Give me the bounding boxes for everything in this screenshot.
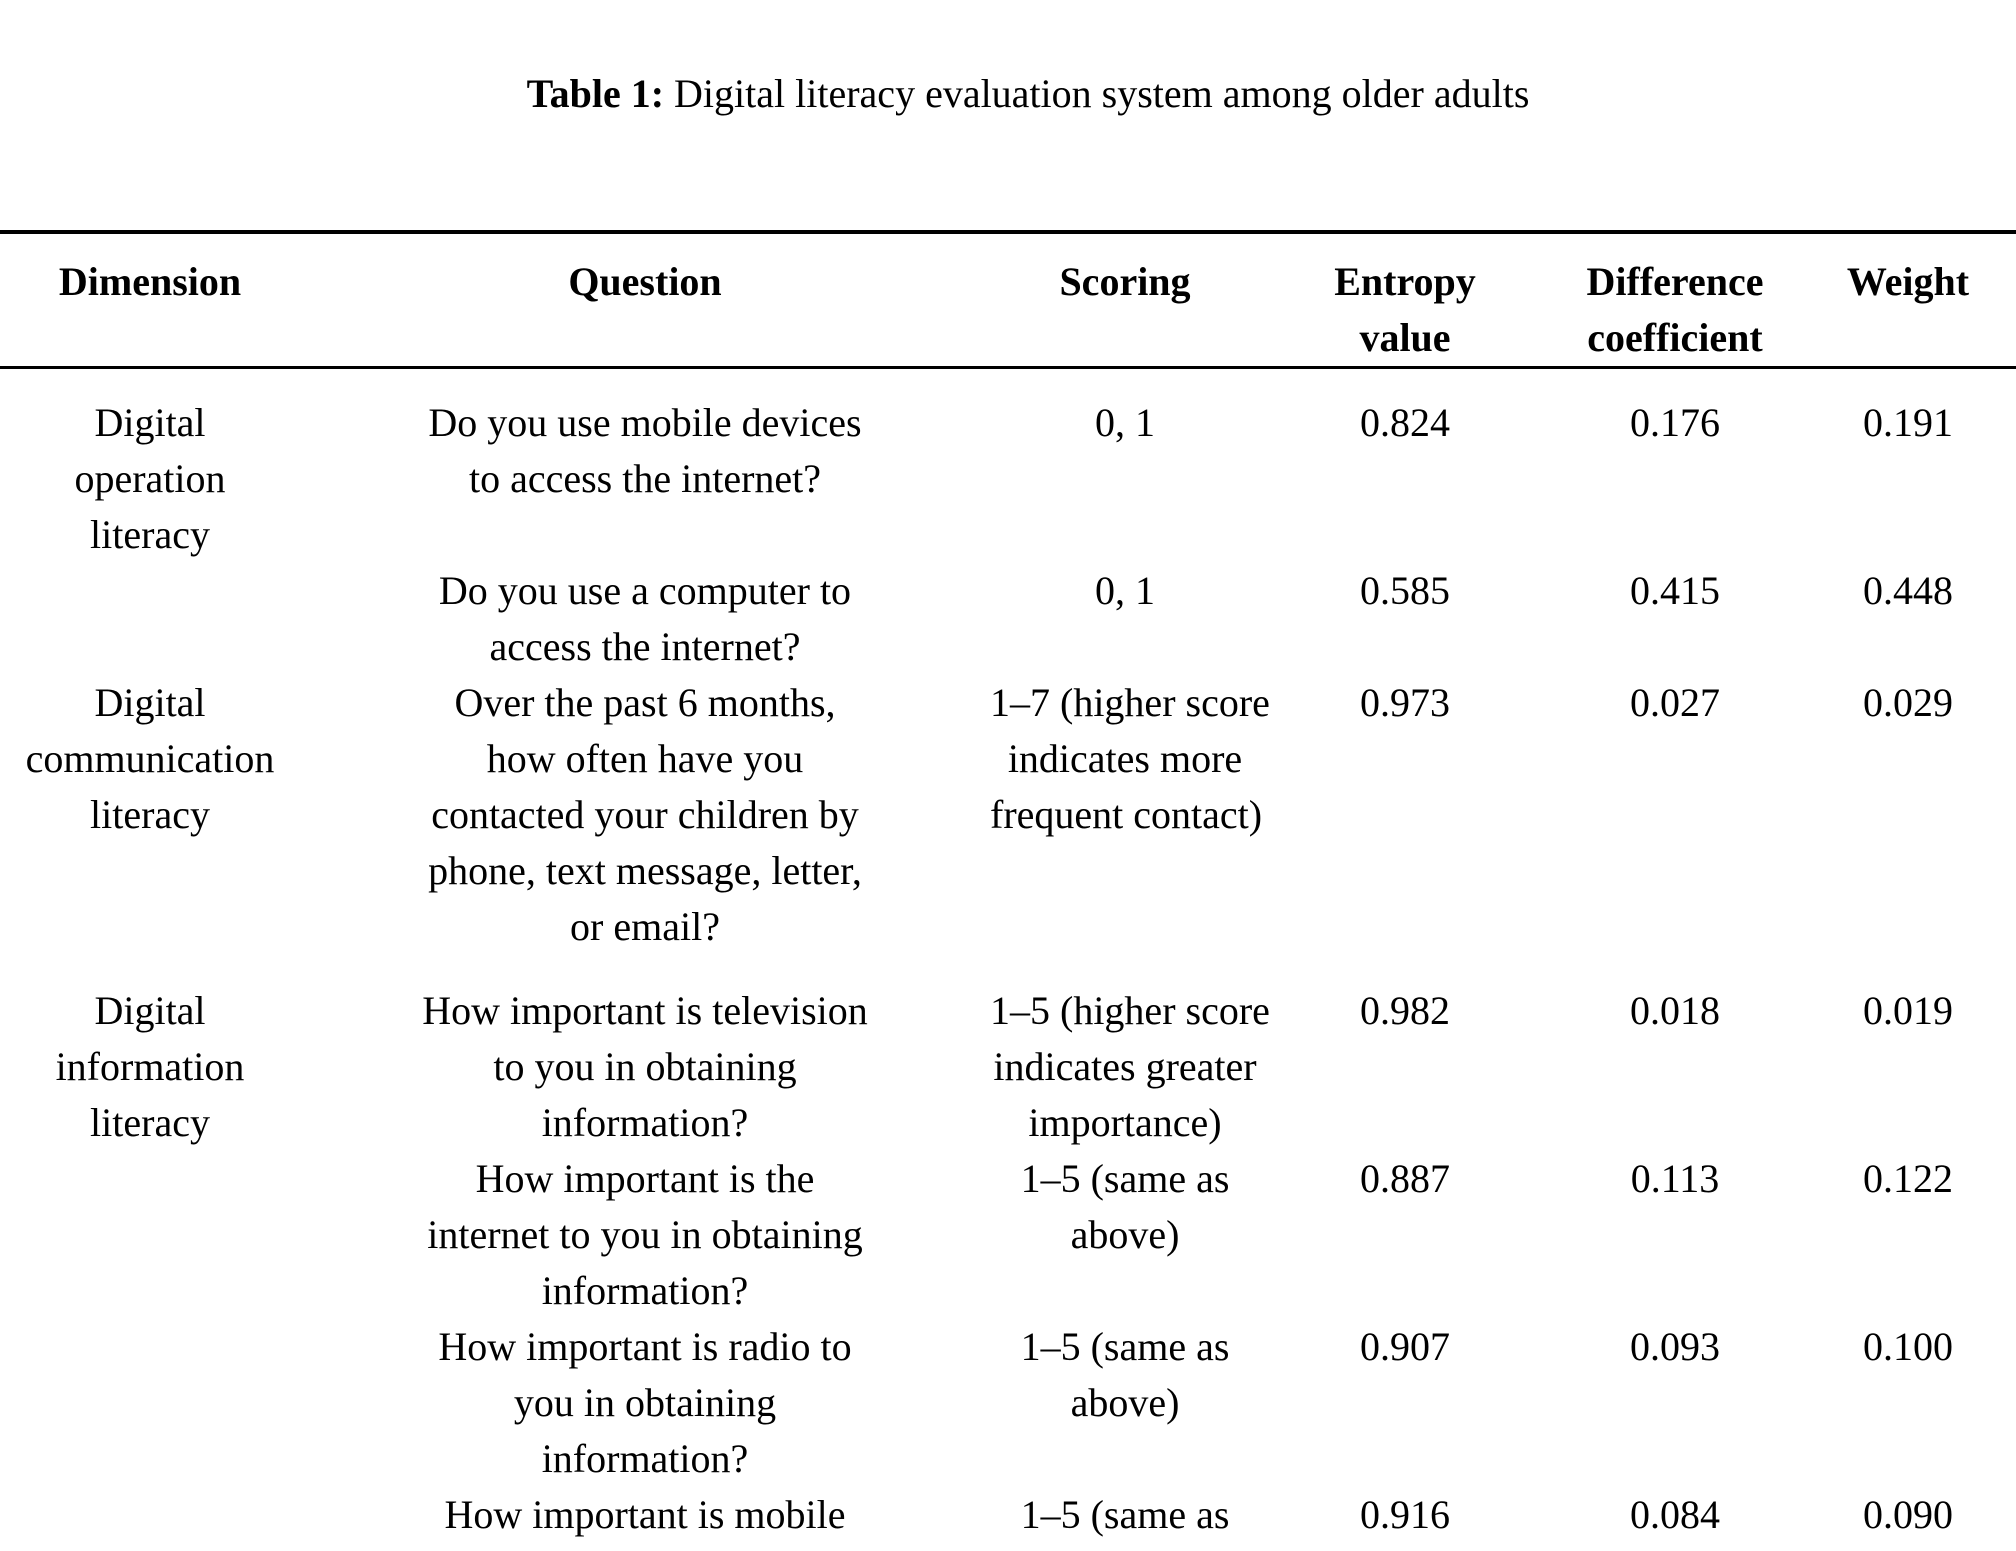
cell-dimension: Digital communication literacy (25, 680, 275, 837)
cell-question: How important is the internet to you in … (427, 1156, 863, 1313)
cell-question: Do you use mobile devices to access the … (428, 400, 862, 501)
cell-entropy-value: 0.824 (1360, 400, 1450, 445)
cell-weight: 0.019 (1863, 988, 1953, 1033)
header-row: Dimension Question Scoring Entropy value… (0, 232, 2016, 369)
cell-question: How important is television to you in ob… (422, 988, 868, 1145)
cell-weight: 0.191 (1863, 400, 1953, 445)
cell-difference-coefficient: 0.084 (1630, 1492, 1720, 1537)
cell-question: How important is mobile text messaging t… (444, 1492, 846, 1551)
cell-difference-coefficient: 0.027 (1630, 680, 1720, 725)
cell-weight: 0.448 (1863, 568, 1953, 613)
cell-dimension (0, 1487, 300, 1551)
cell-scoring: 1–5 (same as above) (1020, 1156, 1230, 1257)
cell-scoring: 0, 1 (1095, 568, 1155, 613)
table-caption-text: Digital literacy evaluation system among… (674, 71, 1530, 116)
table-row: How important is radio to you in obtaini… (0, 1319, 2016, 1487)
table-row: Digital operation literacy Do you use mo… (0, 368, 2016, 564)
cell-scoring: 0, 1 (1095, 400, 1155, 445)
digital-literacy-table: Dimension Question Scoring Entropy value… (0, 230, 2016, 1551)
column-header-weight: Weight (1800, 232, 2016, 369)
table-row: Digital communication literacy Over the … (0, 675, 2016, 983)
table-row: How important is the internet to you in … (0, 1151, 2016, 1319)
column-header-dimension: Dimension (0, 232, 300, 369)
column-header-question: Question (300, 232, 990, 369)
cell-weight: 0.100 (1863, 1324, 1953, 1369)
cell-entropy-value: 0.916 (1360, 1492, 1450, 1537)
cell-question: Over the past 6 months, how often have y… (428, 680, 862, 949)
column-header-difference-coefficient: Difference coefficient (1550, 232, 1800, 369)
cell-scoring: 1–7 (higher score indicates more frequen… (990, 680, 1270, 837)
table-row: How important is mobile text messaging t… (0, 1487, 2016, 1551)
cell-weight: 0.090 (1863, 1492, 1953, 1537)
table-row: Do you use a computer to access the inte… (0, 563, 2016, 675)
column-header-entropy-value: Entropy value (1260, 232, 1550, 369)
cell-entropy-value: 0.982 (1360, 988, 1450, 1033)
cell-difference-coefficient: 0.415 (1630, 568, 1720, 613)
cell-dimension: Digital operation literacy (74, 400, 226, 557)
cell-weight: 0.122 (1863, 1156, 1953, 1201)
table-row: Digital information literacy How importa… (0, 983, 2016, 1151)
cell-entropy-value: 0.887 (1360, 1156, 1450, 1201)
cell-scoring: 1–5 (same as above) (1020, 1492, 1230, 1551)
table-caption: Table 1: Digital literacy evaluation syst… (0, 10, 2016, 178)
cell-entropy-value: 0.973 (1360, 680, 1450, 725)
cell-scoring: 1–5 (higher score indicates greater impo… (990, 988, 1270, 1145)
table-caption-label: Table 1: (526, 71, 665, 116)
cell-entropy-value: 0.585 (1360, 568, 1450, 613)
cell-scoring: 1–5 (same as above) (1020, 1324, 1230, 1425)
cell-dimension (0, 1151, 300, 1319)
cell-difference-coefficient: 0.113 (1630, 1156, 1720, 1201)
cell-difference-coefficient: 0.018 (1630, 988, 1720, 1033)
column-header-scoring: Scoring (990, 232, 1260, 369)
cell-question: Do you use a computer to access the inte… (438, 568, 852, 669)
cell-dimension: Digital information literacy (55, 988, 245, 1145)
cell-difference-coefficient: 0.176 (1630, 400, 1720, 445)
cell-weight: 0.029 (1863, 680, 1953, 725)
cell-difference-coefficient: 0.093 (1630, 1324, 1720, 1369)
cell-dimension (0, 1319, 300, 1487)
cell-entropy-value: 0.907 (1360, 1324, 1450, 1369)
cell-dimension (0, 563, 300, 675)
cell-question: How important is radio to you in obtaini… (438, 1324, 852, 1481)
